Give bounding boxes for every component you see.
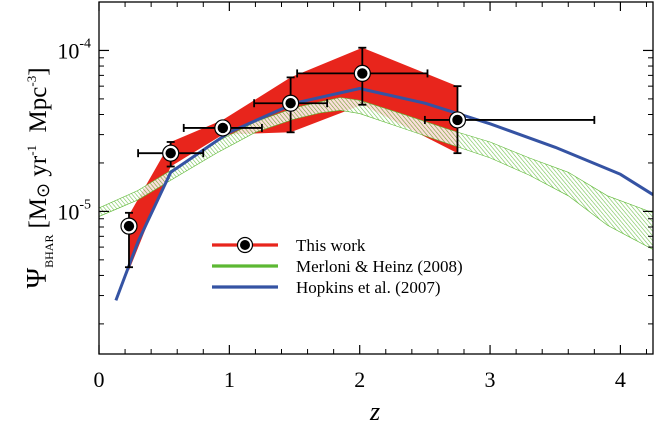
y-axis-mpc: Mpc: [25, 87, 52, 145]
legend-label: This work: [296, 236, 366, 255]
y-tick-exponent: -5: [79, 197, 91, 212]
x-tick-label: 0: [94, 367, 105, 392]
axis-ticks: 0 1 2 3 410-510-4: [57, 2, 653, 392]
x-tick-label: 1: [224, 367, 235, 392]
y-tick-exponent: -4: [79, 36, 91, 51]
y-axis-title: ΨBHAR [M⊙ yr-1 Mpc-3]: [22, 67, 56, 288]
plot-frame: [98, 1, 654, 355]
y-tick-label: 10-4: [57, 36, 91, 63]
hopkins-line: [114, 87, 653, 301]
y-axis-yr-exp: -1: [24, 145, 39, 156]
data-point-2: [137, 141, 205, 168]
this-work-band: [129, 47, 458, 271]
y-axis-close: ]: [25, 67, 52, 75]
x-tick-label: 2: [354, 367, 365, 392]
merloni-heinz-band: [99, 97, 653, 250]
legend-item-2: Merloni & Heinz (2008): [212, 257, 463, 276]
y-tick-base: 10: [57, 199, 79, 224]
y-tick-base: 10: [57, 38, 79, 63]
y-axis-subscript: BHAR: [42, 235, 56, 268]
legend-item-3: Hopkins et al. (2007): [212, 278, 440, 297]
legend: This work Merloni & Heinz (2008) Hopkins e…: [212, 236, 463, 297]
marker-dot: [357, 68, 368, 79]
marker-dot: [165, 147, 176, 159]
sun-symbol: ⊙: [33, 183, 53, 198]
legend-item-1: This work: [212, 236, 366, 255]
marker-dot: [452, 114, 463, 126]
data-point-1: [120, 211, 138, 269]
legend-label: Merloni & Heinz (2008): [296, 257, 463, 276]
plot-area: [99, 46, 653, 301]
y-tick-label: 10-5: [57, 197, 91, 224]
y-axis-mpc-exp: -3: [24, 76, 39, 87]
x-tick-label: 4: [615, 367, 626, 392]
data-point-6: [423, 85, 596, 155]
marker-dot: [217, 122, 229, 134]
legend-marker-dot: [240, 240, 250, 250]
marker-dot: [123, 220, 135, 232]
y-axis-yr: yr: [25, 155, 52, 183]
legend-label: Hopkins et al. (2007): [296, 278, 440, 297]
data-point-5: [296, 46, 429, 106]
y-axis-units-prefix: [M: [25, 198, 52, 229]
data-point-3: [182, 119, 263, 137]
marker-dot: [285, 98, 296, 109]
y-axis-symbol: Ψ: [22, 268, 53, 289]
x-tick-label: 3: [485, 367, 496, 392]
data-point-4: [253, 76, 329, 134]
x-axis-title: z: [369, 397, 380, 426]
